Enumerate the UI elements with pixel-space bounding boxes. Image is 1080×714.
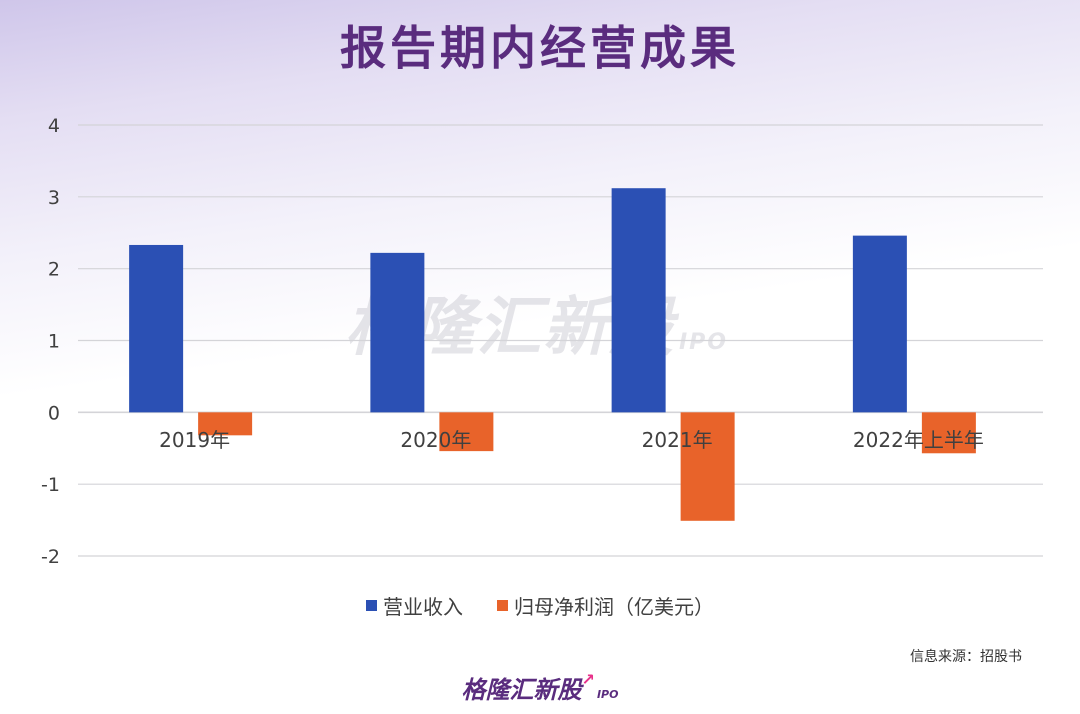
bar-profit-3 [921, 412, 976, 454]
legend-item-revenue: 营业收入 [366, 591, 463, 620]
y-tick-label-4: 2 [48, 259, 60, 281]
y-tick-label-0: -2 [41, 546, 60, 568]
bar-revenue-1 [370, 252, 425, 413]
y-tick-label-2: 0 [48, 402, 60, 424]
x-tick-label-2: 2021年 [642, 428, 713, 452]
legend: 营业收入 归母净利润（亿美元） [0, 591, 1080, 620]
legend-item-profit: 归母净利润（亿美元） [497, 591, 714, 620]
legend-label-profit: 归母净利润（亿美元） [514, 595, 714, 619]
bar-revenue-3 [852, 235, 907, 413]
x-axis-labels: 2019年 2020年 2021年 2022年上半年 [159, 428, 984, 452]
legend-swatch-revenue [366, 600, 377, 611]
x-tick-label-0: 2019年 [159, 428, 230, 452]
footer-logo: 格隆汇新股↗IPO [0, 670, 1080, 705]
legend-swatch-profit [497, 600, 508, 611]
footer-logo-ipo: IPO [596, 688, 619, 701]
y-tick-label-3: 1 [48, 331, 60, 353]
bar-profit-1 [439, 412, 494, 452]
y-tick-label-1: -1 [41, 474, 60, 496]
bar-profit-0 [198, 412, 253, 436]
x-tick-label-3: 2022年上半年 [853, 428, 984, 452]
watermark-ipo: IPO [679, 330, 729, 355]
y-tick-label-5: 3 [48, 187, 60, 209]
legend-label-revenue: 营业收入 [383, 595, 463, 619]
bar-revenue-0 [129, 244, 184, 413]
chart-title: 报告期内经营成果 [340, 21, 740, 75]
footer-logo-text: 格隆汇新股 [461, 676, 582, 704]
x-tick-label-1: 2020年 [400, 428, 471, 452]
y-axis-ticks: -2 -1 0 1 2 3 4 [41, 115, 60, 568]
y-tick-label-6: 4 [48, 115, 60, 137]
trend-arrow-icon: ↗ [581, 670, 595, 689]
bars [129, 188, 976, 521]
source-note: 信息来源：招股书 [910, 649, 1022, 665]
bar-revenue-2 [611, 188, 666, 413]
bar-profit-2 [680, 412, 735, 521]
